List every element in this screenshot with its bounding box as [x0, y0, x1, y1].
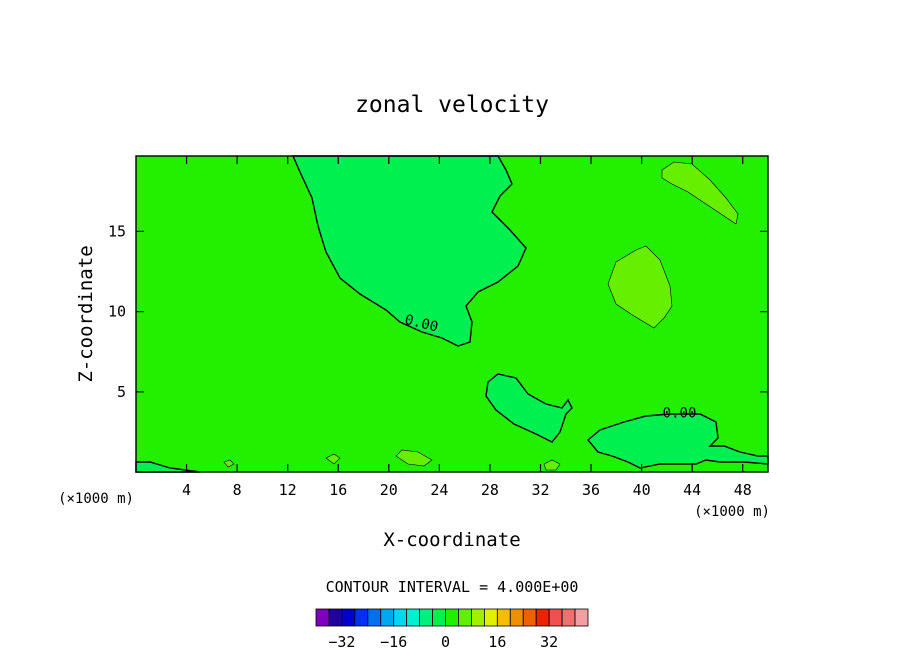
colorbar-swatch — [471, 608, 485, 627]
colorbar-swatch — [393, 608, 408, 627]
negative-region-right — [587, 413, 769, 469]
x-tick-label: 16 — [329, 481, 347, 499]
colorbar-swatch — [458, 608, 472, 627]
x-unit-left: (×1000 m) — [58, 491, 134, 507]
contour-label: 0.00 — [663, 405, 697, 421]
contour-label-text: 0.00 — [403, 312, 440, 336]
contour-interval-text: CONTOUR INTERVAL = 4.000E+00 — [326, 578, 579, 596]
y-tick-label: 5 — [117, 383, 126, 401]
y-tick-label: 10 — [108, 303, 126, 321]
positive-region-bottom-4 — [223, 459, 235, 468]
colorbar-swatch — [445, 608, 459, 627]
plot-frame — [135, 155, 769, 473]
colorbar — [315, 608, 589, 627]
colorbar-swatch — [328, 608, 343, 627]
colorbar-swatch — [315, 608, 330, 627]
negative-region-upper — [291, 155, 527, 347]
colorbar-tick-label: 0 — [441, 633, 450, 651]
x-tick-label: 32 — [531, 481, 549, 499]
colorbar-swatch — [367, 608, 382, 627]
x-unit-right: (×1000 m) — [694, 504, 770, 520]
colorbar-swatch — [432, 608, 446, 627]
x-tick-label: 40 — [633, 481, 651, 499]
y-tick-label: 15 — [108, 222, 126, 240]
colorbar-swatch — [535, 608, 550, 627]
positive-region-bottom-1 — [395, 449, 433, 467]
colorbar-swatch — [419, 608, 433, 627]
colorbar-swatch — [509, 608, 524, 627]
x-tick-label: 28 — [481, 481, 499, 499]
contour-label: 0.00 — [403, 312, 440, 336]
negative-region-middle — [485, 373, 573, 443]
x-tick-label: 12 — [279, 481, 297, 499]
positive-region-bottom-3 — [543, 459, 561, 471]
colorbar-swatch — [483, 608, 498, 627]
contour-label-text: 0.00 — [663, 405, 697, 421]
colorbar-swatch — [406, 608, 421, 627]
colorbar-swatch — [341, 608, 356, 627]
colorbar-swatch — [561, 608, 576, 627]
colorbar-tick-label: 32 — [540, 633, 558, 651]
x-tick-label: 36 — [582, 481, 600, 499]
colorbar-swatch — [354, 608, 369, 627]
positive-region-bottom-2 — [325, 453, 341, 465]
colorbar-swatch — [548, 608, 563, 627]
colorbar-swatch — [380, 608, 395, 627]
positive-region-middle — [607, 245, 673, 329]
x-tick-label: 20 — [380, 481, 398, 499]
colorbar-swatch — [496, 608, 511, 627]
colorbar-swatch — [574, 608, 589, 627]
colorbar-tick-label: 16 — [488, 633, 506, 651]
chart-title: zonal velocity — [355, 92, 549, 118]
colorbar-tick-label: −32 — [328, 633, 355, 651]
x-tick-label: 24 — [430, 481, 448, 499]
y-axis-label: Z-coordinate — [75, 245, 97, 382]
colorbar-swatch — [522, 608, 537, 627]
x-tick-label: 48 — [734, 481, 752, 499]
x-axis-label: X-coordinate — [383, 529, 520, 551]
x-tick-label: 44 — [683, 481, 701, 499]
x-tick-label: 8 — [233, 481, 242, 499]
colorbar-tick-label: −16 — [380, 633, 407, 651]
x-tick-label: 4 — [182, 481, 191, 499]
